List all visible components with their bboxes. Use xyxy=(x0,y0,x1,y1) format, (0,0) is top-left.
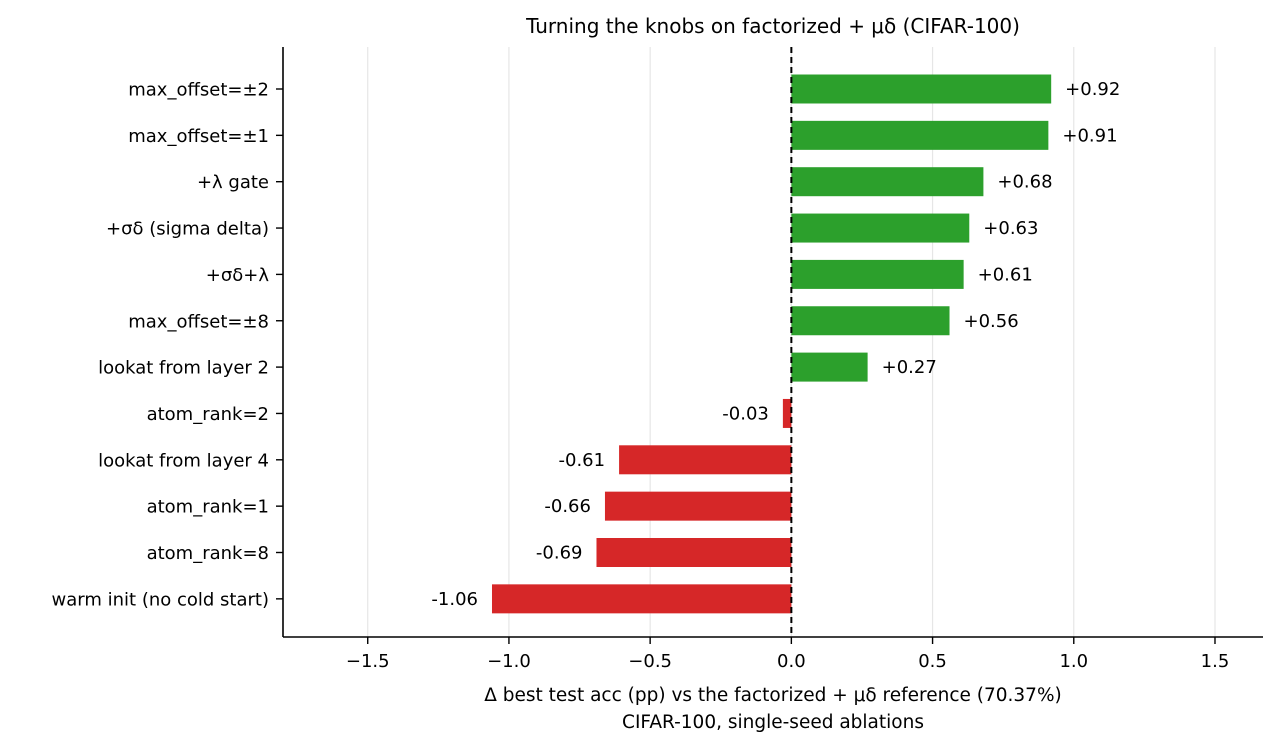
bar-3 xyxy=(791,213,970,243)
y-tick-label: atom_rank=1 xyxy=(147,497,269,518)
bar-9 xyxy=(604,491,792,521)
y-tick-label: max_offset=±1 xyxy=(128,126,269,147)
bar-0 xyxy=(791,74,1052,104)
bar-4 xyxy=(791,259,964,289)
y-tick-label: atom_rank=8 xyxy=(147,543,269,564)
y-tick-label: +λ gate xyxy=(197,172,269,193)
y-tick-label: warm init (no cold start) xyxy=(52,589,269,610)
x-axis-label-line2: CIFAR-100, single-seed ablations xyxy=(622,712,924,733)
bar-8 xyxy=(619,445,792,475)
value-label: +0.68 xyxy=(997,172,1052,193)
value-label: +0.63 xyxy=(983,218,1038,239)
y-tick-label: +σδ+λ xyxy=(206,265,270,286)
chart-title: Turning the knobs on factorized + μδ (CI… xyxy=(525,14,1020,38)
bar-7 xyxy=(782,398,792,428)
x-tick-label: 1.0 xyxy=(1059,651,1088,672)
x-tick-labels: −1.5 −1.0 −0.5 0.0 0.5 1.0 1.5 xyxy=(346,637,1229,672)
value-label: -0.61 xyxy=(559,450,606,471)
bar-10 xyxy=(596,538,792,567)
value-label: +0.56 xyxy=(964,311,1019,332)
y-tick-label: lookat from layer 4 xyxy=(98,450,269,471)
value-label: +0.61 xyxy=(978,264,1033,285)
bar-2 xyxy=(791,167,984,197)
value-label: -0.03 xyxy=(722,403,769,424)
y-tick-label: max_offset=±8 xyxy=(128,311,269,332)
x-tick-label: −0.5 xyxy=(628,651,672,672)
value-label: +0.91 xyxy=(1062,125,1117,146)
x-tick-label: −1.0 xyxy=(487,651,531,672)
value-label: -1.06 xyxy=(431,589,478,610)
bar-11 xyxy=(491,584,792,614)
value-labels: +0.92 +0.91 +0.68 +0.63 +0.61 +0.56 +0.27 -0.03… xyxy=(431,79,1120,610)
axes xyxy=(282,47,1263,638)
x-axis-label: Δ best test acc (pp) vs the factorized +… xyxy=(484,685,1062,706)
y-tick-labels: max_offset=±2 max_offset=±1 +λ gate +σδ (si… xyxy=(52,80,283,610)
y-tick-label: atom_rank=2 xyxy=(147,404,269,425)
value-label: -0.66 xyxy=(544,496,591,517)
y-tick-label: max_offset=±2 xyxy=(128,80,269,101)
value-label: -0.69 xyxy=(536,543,583,564)
y-tick-label: lookat from layer 2 xyxy=(98,358,269,379)
value-label: +0.92 xyxy=(1065,79,1120,100)
x-tick-label: −1.5 xyxy=(346,651,390,672)
y-tick-label: +σδ (sigma delta) xyxy=(106,219,269,240)
x-tick-label: 0.5 xyxy=(918,651,947,672)
value-label: +0.27 xyxy=(882,357,937,378)
x-tick-label: 0.0 xyxy=(777,651,806,672)
bar-6 xyxy=(791,352,868,382)
bar-1 xyxy=(791,120,1049,150)
bars xyxy=(491,74,1052,614)
x-tick-label: 1.5 xyxy=(1201,651,1230,672)
bar-5 xyxy=(791,306,950,336)
